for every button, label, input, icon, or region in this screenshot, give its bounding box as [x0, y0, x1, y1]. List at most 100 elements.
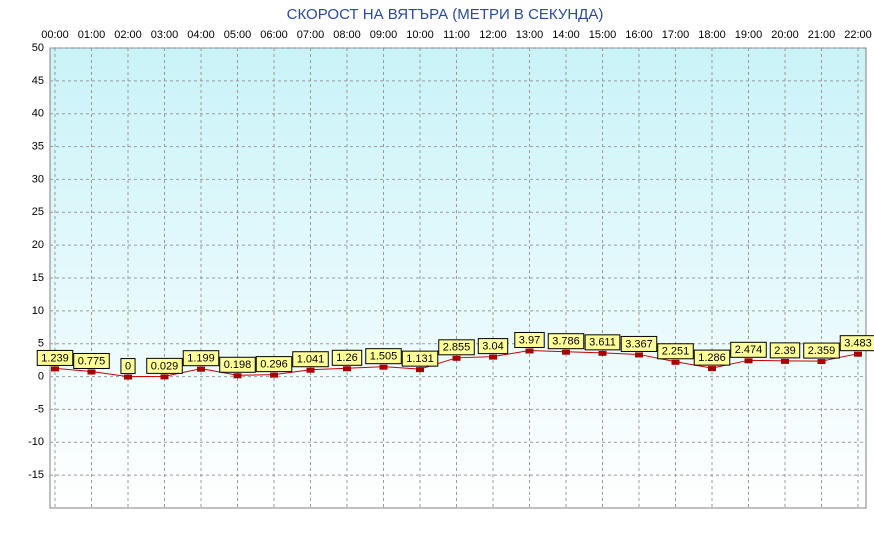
data-label: 1.131 [401, 350, 439, 367]
x-tick-label: 12:00 [479, 29, 507, 41]
data-label: 1.199 [182, 350, 220, 367]
data-label-box [146, 357, 183, 374]
x-tick-label: 03:00 [151, 29, 179, 41]
data-label-text: 3.611 [589, 337, 616, 349]
marker [817, 359, 826, 365]
data-label: 3.786 [547, 333, 585, 350]
y-tick-label: 50 [32, 42, 44, 54]
marker [197, 366, 205, 372]
data-label-box [401, 350, 439, 367]
x-tick-label: 01:00 [78, 29, 106, 41]
data-label: 1.26 [331, 349, 363, 366]
data-label-text: 2.251 [662, 346, 690, 358]
data-label: 2.39 [769, 342, 801, 359]
data-label: 2.359 [803, 342, 840, 359]
data-label-text: 1.199 [187, 353, 215, 365]
data-label: 3.367 [620, 335, 658, 352]
data-label: 2.251 [657, 343, 694, 360]
x-tick-label: 21:00 [808, 29, 836, 41]
data-label: 0.296 [255, 356, 293, 373]
data-label: 3.04 [477, 338, 509, 355]
marker [379, 364, 388, 370]
x-tick-label: 16:00 [625, 29, 653, 41]
x-tick-label: 07:00 [297, 29, 325, 41]
marker [635, 352, 643, 358]
data-label-box [803, 342, 840, 359]
data-label-box [769, 342, 801, 359]
data-label: 1.505 [365, 348, 402, 365]
data-label-box [693, 349, 731, 366]
y-tick-label: 45 [32, 75, 44, 87]
marker [781, 358, 789, 364]
data-label-text: 2.474 [735, 344, 763, 356]
y-tick-label: 25 [32, 206, 44, 218]
marker [51, 366, 59, 372]
data-label-box [255, 356, 293, 373]
data-label-text: 3.483 [844, 338, 872, 350]
x-tick-label: 15:00 [589, 29, 617, 41]
data-label-box [365, 348, 402, 365]
y-tick-label: 40 [32, 108, 44, 120]
x-tick-label: 02:00 [114, 29, 142, 41]
data-label-box [120, 358, 136, 375]
marker [343, 366, 351, 372]
y-tick-label: 15 [32, 272, 44, 284]
x-tick-label: 04:00 [187, 29, 215, 41]
data-label-text: 0.296 [260, 359, 288, 371]
marker [525, 348, 534, 354]
data-label-text: 1.286 [698, 352, 726, 364]
data-label-text: 2.359 [808, 345, 836, 357]
data-label-text: 1.26 [336, 352, 357, 364]
data-label-text: 1.505 [370, 351, 398, 363]
data-label-box [36, 349, 74, 366]
marker [87, 369, 96, 375]
data-label: 0.198 [219, 356, 256, 373]
marker [489, 354, 497, 360]
marker [744, 358, 753, 364]
x-tick-label: 06:00 [260, 29, 288, 41]
data-label-text: 0.775 [78, 355, 106, 367]
data-label-text: 0 [125, 360, 131, 372]
marker [671, 359, 680, 365]
data-label: 1.286 [693, 349, 731, 366]
x-tick-label: 10:00 [406, 29, 434, 41]
x-tick-label: 00:00 [41, 29, 69, 41]
data-label-text: 1.131 [406, 353, 434, 365]
y-tick-label: -10 [28, 436, 44, 448]
data-label-text: 0.029 [151, 360, 179, 372]
x-tick-label: 13:00 [516, 29, 544, 41]
data-label: 2.855 [438, 339, 475, 356]
data-label-box [620, 335, 658, 352]
y-tick-label: 0 [38, 370, 44, 382]
marker [854, 351, 862, 357]
data-label: 0.029 [146, 357, 183, 374]
marker [270, 372, 278, 378]
data-label-box [73, 352, 110, 369]
data-label: 0 [120, 358, 136, 375]
x-tick-label: 22:00 [844, 29, 872, 41]
data-label: 0.775 [73, 352, 110, 369]
data-label: 2.474 [730, 341, 767, 358]
x-tick-label: 18:00 [698, 29, 726, 41]
data-label-box [477, 338, 509, 355]
x-tick-label: 05:00 [224, 29, 252, 41]
data-label-box [219, 356, 256, 373]
y-tick-label: 30 [32, 173, 44, 185]
x-tick-label: 14:00 [552, 29, 580, 41]
y-tick-label: 35 [32, 140, 44, 152]
chart-title: СКОРОСТ НА ВЯТЪРА (МЕТРИ В СЕКУНДА) [287, 6, 604, 23]
y-tick-label: -5 [34, 403, 44, 415]
data-label-box [438, 339, 475, 356]
data-label-box [292, 351, 329, 368]
data-label-text: 1.239 [41, 352, 69, 364]
y-tick-label: -15 [28, 469, 44, 481]
x-tick-label: 09:00 [370, 29, 398, 41]
marker [306, 367, 315, 373]
data-label-box [730, 341, 767, 358]
data-label-box [584, 334, 621, 351]
y-tick-label: 20 [32, 239, 44, 251]
data-label-text: 1.041 [297, 354, 325, 366]
data-label-box [547, 333, 585, 350]
data-label-text: 0.198 [224, 359, 252, 371]
